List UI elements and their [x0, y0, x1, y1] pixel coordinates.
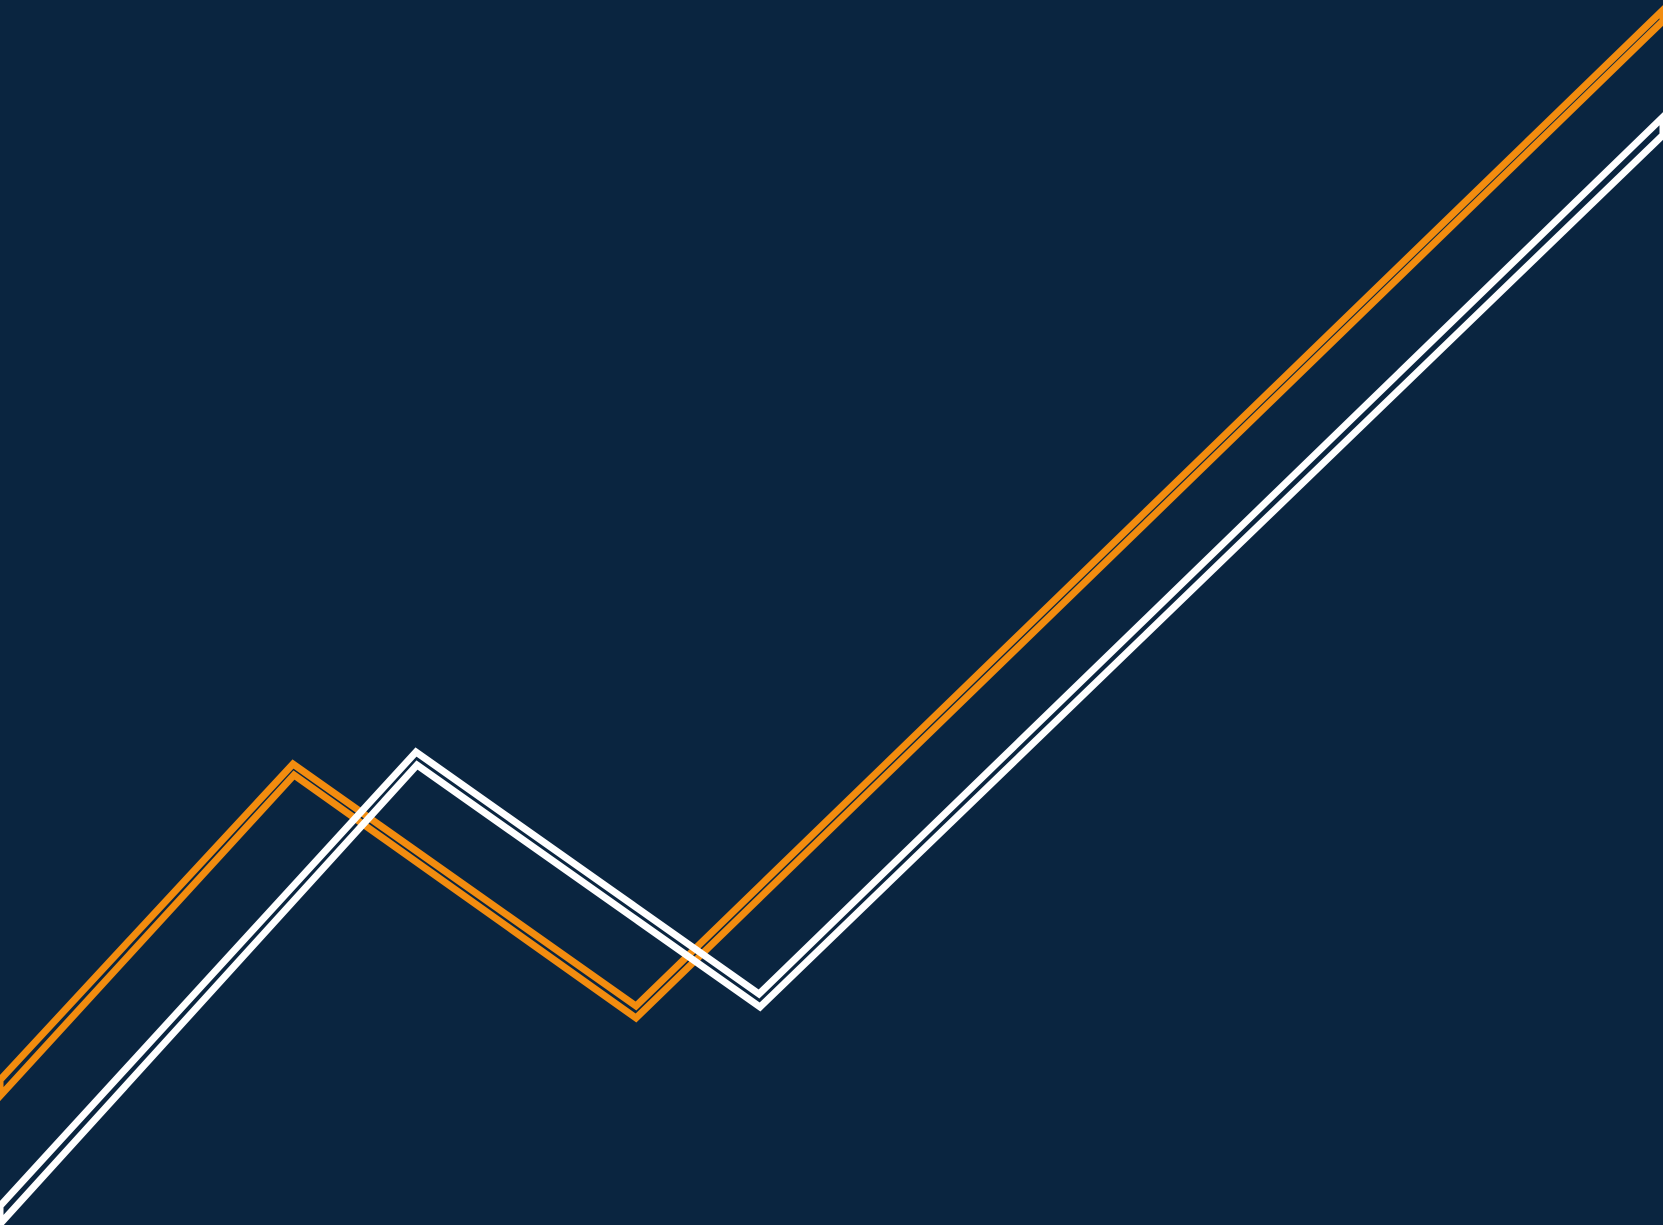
orange-zigzag-line — [0, 5, 1663, 1102]
white-zigzag-line — [0, 112, 1663, 1225]
